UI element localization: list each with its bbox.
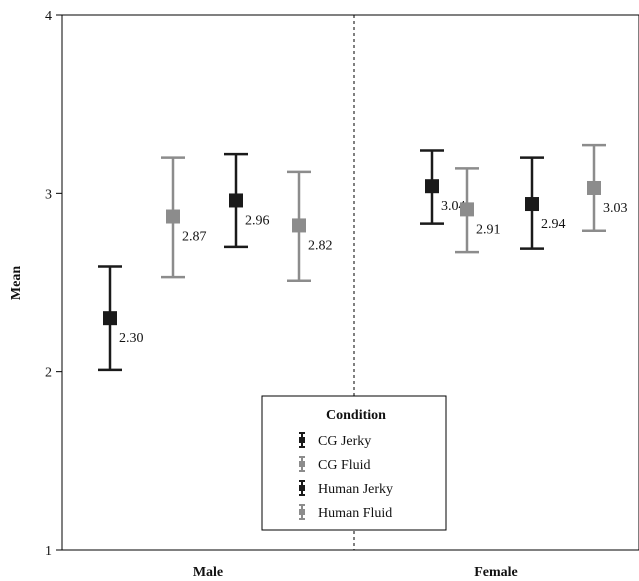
legend-item: Human Jerky <box>299 480 393 497</box>
mean-marker <box>425 179 439 194</box>
legend-item: CG Fluid <box>299 456 371 473</box>
legend-title: Condition <box>326 408 386 423</box>
mean-marker <box>292 218 306 233</box>
legend-items: CG Jerky CG Fluid Human Jerky Human Fluid <box>299 432 393 521</box>
legend-swatch-marker <box>299 461 305 467</box>
category-label-male: Male <box>193 565 223 580</box>
y-tick-label: 2 <box>45 366 52 381</box>
error-bar-point: 2.94 <box>520 156 566 250</box>
mean-marker <box>229 193 243 208</box>
y-tick-label: 1 <box>45 544 52 559</box>
error-bar-point: 3.04 <box>420 149 466 225</box>
y-tick-label: 3 <box>45 187 52 202</box>
error-bar-point: 2.91 <box>455 167 501 254</box>
value-label: 2.82 <box>308 238 333 253</box>
y-tick-label: 4 <box>45 9 52 24</box>
plot-frame <box>61 14 639 551</box>
mean-marker <box>166 209 180 224</box>
mean-marker <box>460 202 474 217</box>
y-axis: 1 2 3 4 <box>45 9 62 559</box>
legend-swatch-marker <box>299 437 305 443</box>
legend-item: Human Fluid <box>299 504 392 521</box>
error-bar-point: 3.03 <box>582 143 628 233</box>
legend-box <box>261 395 447 531</box>
value-label: 2.94 <box>541 217 566 232</box>
legend-swatch-marker <box>299 509 305 515</box>
y-axis-title: Mean <box>9 266 24 300</box>
legend-label: CG Jerky <box>318 434 371 449</box>
legend-label: Human Fluid <box>318 506 392 521</box>
error-bar-point: 2.87 <box>161 156 207 279</box>
error-bar-point: 2.30 <box>98 265 144 372</box>
mean-marker <box>525 197 539 212</box>
data-marks: 2.30 3.04 2.87 2.91 2.96 2.94 2.82 3.03 <box>98 143 628 372</box>
value-label: 2.91 <box>476 222 501 237</box>
mean-marker <box>103 311 117 326</box>
category-label-female: Female <box>474 565 518 580</box>
legend-label: Human Jerky <box>318 482 393 497</box>
legend-item: CG Jerky <box>299 432 371 449</box>
legend-swatch-marker <box>299 485 305 491</box>
error-bar-point: 2.82 <box>287 170 333 282</box>
value-label: 3.03 <box>603 201 628 216</box>
mean-marker <box>587 180 601 195</box>
legend: Condition CG Jerky CG Fluid Human Jerky Hum… <box>261 395 447 531</box>
value-label: 2.30 <box>119 331 144 346</box>
legend-label: CG Fluid <box>318 458 371 473</box>
value-label: 2.87 <box>182 230 207 245</box>
error-bar-point: 2.96 <box>224 152 270 249</box>
value-label: 3.04 <box>441 199 466 214</box>
value-label: 2.96 <box>245 213 270 228</box>
